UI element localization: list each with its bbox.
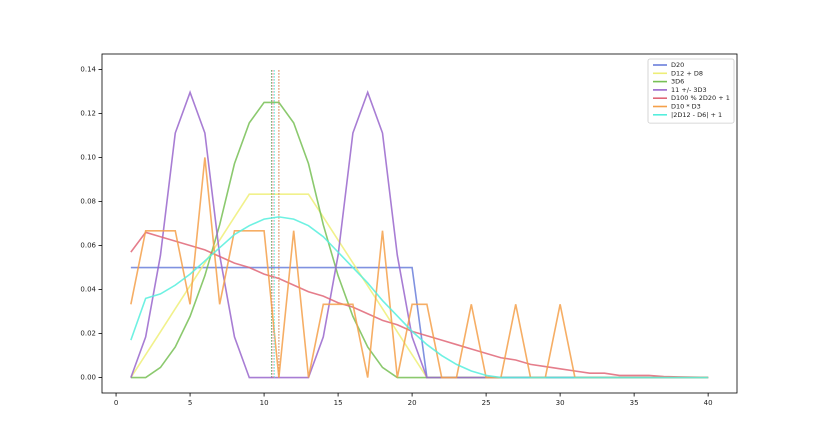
- legend-label: |2D12 - D6| + 1: [671, 111, 722, 119]
- legend-label: D10 * D3: [671, 103, 701, 111]
- y-tick-label: 0.08: [80, 197, 96, 205]
- plot-frame: [101, 53, 738, 394]
- y-tick-label: 0.12: [80, 109, 96, 117]
- x-tick-label: 30: [556, 399, 565, 407]
- y-tick-label: 0.00: [80, 374, 96, 382]
- y-tick-label: 0.14: [80, 65, 96, 73]
- x-tick-label: 5: [188, 399, 192, 407]
- legend-label: D20: [671, 61, 684, 69]
- legend-label: 3D6: [671, 78, 684, 86]
- legend-label: D12 + D8: [671, 69, 703, 77]
- series-line: [130, 89, 709, 379]
- x-tick-label: 40: [704, 399, 713, 407]
- x-tick-label: 0: [114, 399, 118, 407]
- x-tick-label: 20: [408, 399, 417, 407]
- x-tick-label: 15: [334, 399, 343, 407]
- legend-label: D100 % 2D20 + 1: [671, 94, 730, 102]
- x-tick-label: 35: [630, 399, 639, 407]
- legend-label: 11 +/- 3D3: [671, 86, 707, 94]
- y-tick-label: 0.06: [80, 242, 96, 250]
- x-tick-label: 10: [260, 399, 269, 407]
- y-tick-label: 0.04: [80, 286, 96, 294]
- x-tick-label: 25: [482, 399, 491, 407]
- legend-box: [647, 58, 735, 124]
- y-tick-label: 0.10: [80, 153, 96, 161]
- series-line: [130, 216, 709, 379]
- y-tick-label: 0.02: [80, 330, 96, 338]
- series-line: [130, 231, 709, 379]
